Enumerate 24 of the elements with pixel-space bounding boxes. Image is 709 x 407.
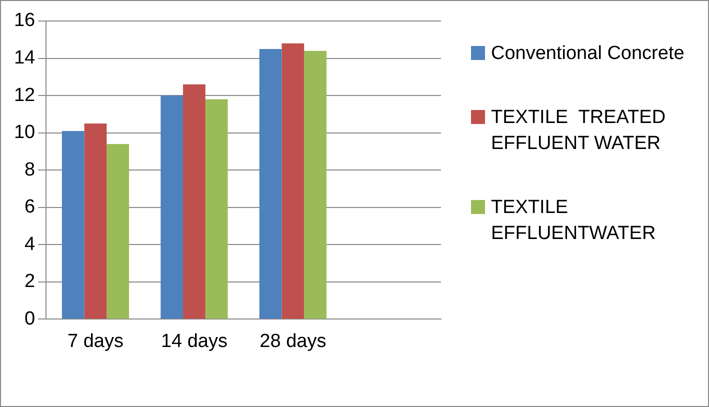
legend-label: TEXTILE TREATED EFFLUENT WATER [491,106,667,156]
x-tick-label: 14 days [160,330,228,352]
y-tick-label: 10 [14,122,36,144]
x-tick-label: 28 days [260,330,326,352]
bar [183,84,206,319]
y-tick-label: 4 [24,234,36,255]
bar [282,43,304,319]
bar [205,99,228,319]
bar [62,130,84,319]
bar [259,48,282,319]
bar [160,96,184,319]
bar [304,50,326,319]
bar [84,124,107,319]
x-tick-label: 7 days [68,330,124,352]
y-tick-label: 2 [24,271,36,292]
y-tick-label: 16 [14,10,36,32]
y-tick-label: 6 [24,196,36,218]
y-tick-label: 12 [14,84,36,106]
y-tick-label: 0 [24,308,36,330]
bar [106,144,130,319]
y-tick-label: 8 [24,159,36,180]
legend-label: TEXTILE EFFLUENTWATER [491,196,657,246]
y-tick-label: 14 [14,48,36,69]
legend-label: Conventional Concrete [491,42,684,66]
